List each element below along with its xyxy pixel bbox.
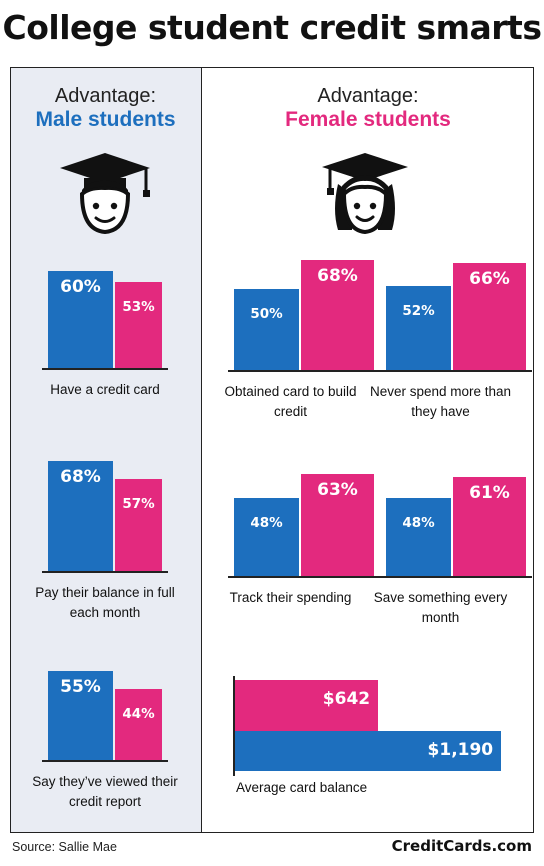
bar-value-label: 63% [317, 479, 358, 500]
bar-pink: 53% [115, 282, 162, 368]
bar-pink: 61% [453, 477, 526, 576]
male-group-label: Male students [35, 108, 176, 131]
chart-title: College student credit smarts [2, 8, 542, 47]
bar-value-label: $1,190 [427, 740, 494, 760]
bar-value-label: 68% [317, 265, 358, 286]
female-graduate-icon [322, 153, 408, 235]
female-advantage-header: Advantage: Female students [202, 84, 534, 132]
bar-value-label: 50% [250, 306, 283, 322]
bar-blue: 48% [386, 498, 451, 576]
baseline [42, 571, 168, 573]
female-group-label: Female students [285, 108, 451, 131]
bar-pink: 44% [115, 688, 162, 760]
bar-blue: 52% [386, 285, 451, 370]
bar-value-label: 44% [122, 705, 155, 722]
bar-value-label: 55% [60, 676, 101, 697]
baseline [380, 576, 532, 578]
category-label: Save something every month [373, 590, 508, 625]
bar-value-label: 53% [122, 299, 155, 316]
female-advantage-label: Advantage: [317, 85, 419, 107]
baseline [228, 370, 380, 372]
hbar-pink: $642 [234, 680, 379, 731]
bar-value-label: 66% [469, 269, 510, 290]
category-label: Track their spending [229, 590, 352, 605]
baseline [380, 370, 532, 372]
male-graduate-icon [60, 153, 150, 235]
hbar-blue: $1,190 [234, 731, 502, 771]
bar-blue: 48% [234, 498, 299, 576]
category-label: Pay their balance in full each month [35, 585, 175, 620]
category-label: Average card balance [236, 780, 368, 795]
bar-value-label: 52% [402, 302, 435, 319]
bar-value-label: 57% [122, 495, 155, 512]
bar-pink: 66% [453, 263, 526, 370]
bar-blue: 60% [48, 270, 113, 368]
bar-pink: 57% [115, 478, 162, 571]
bar-value-label: 60% [60, 276, 101, 297]
category-label: Never spend more than they have [369, 384, 512, 419]
bar-blue: 55% [48, 670, 113, 760]
bar-blue: 68% [48, 460, 113, 571]
category-label: Obtained card to build credit [224, 384, 357, 419]
bar-blue: 50% [234, 289, 299, 370]
bar-value-label: 68% [60, 466, 101, 487]
bar-pink: 68% [301, 259, 374, 370]
bar-pink: 63% [301, 473, 374, 576]
bar-value-label: 61% [469, 483, 510, 504]
baseline [42, 368, 168, 370]
brand-logo-text: CreditCards.com [391, 837, 532, 855]
baseline [228, 576, 380, 578]
baseline [42, 760, 168, 762]
bar-value-label: 48% [402, 515, 435, 532]
source-note: Source: Sallie Mae [12, 840, 117, 854]
category-label: Say they’ve viewed their credit report [32, 774, 178, 809]
bar-value-label: 48% [250, 515, 283, 532]
male-advantage-header: Advantage: Male students [10, 84, 201, 132]
bar-value-label: $642 [322, 689, 371, 709]
category-label: Have a credit card [50, 382, 160, 397]
axis-line [233, 676, 235, 776]
male-advantage-label: Advantage: [54, 85, 157, 107]
